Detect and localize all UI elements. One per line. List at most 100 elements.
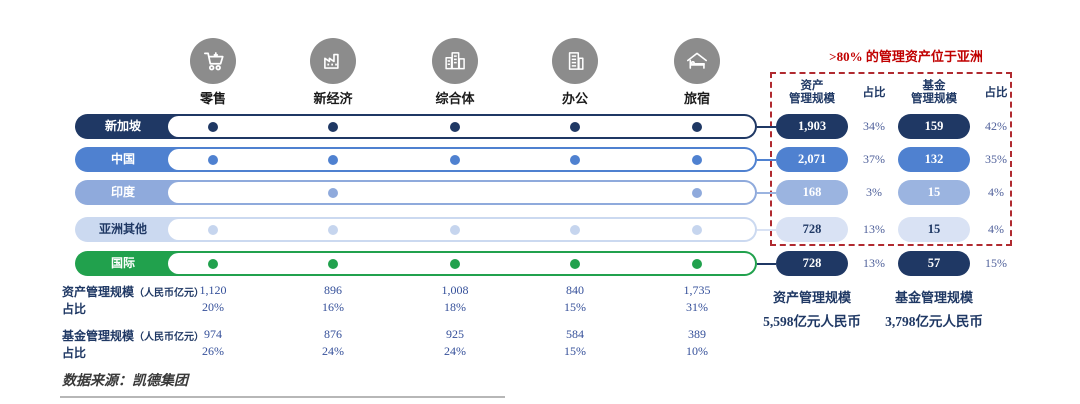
sector-dot	[208, 258, 218, 269]
sector-dot	[450, 258, 460, 269]
sector-dot	[570, 224, 580, 235]
connector-line	[757, 191, 776, 194]
column-new-economy: 新经济	[293, 38, 373, 107]
connector-line	[757, 228, 776, 231]
fund-share: 4%	[988, 185, 1004, 199]
fund-value: 584	[566, 327, 584, 341]
sector-dot	[692, 258, 702, 269]
sector-dot	[570, 258, 580, 269]
sector-dot	[328, 121, 338, 132]
row-track	[75, 147, 757, 172]
region-label: 中国	[110, 152, 135, 166]
sector-dot	[328, 154, 338, 165]
connector-line	[757, 158, 776, 161]
asia-share-note: >80% 的管理资产位于亚洲	[829, 49, 983, 64]
aum-value: 1,008	[441, 283, 469, 297]
fund-share-row-label: 占比	[62, 346, 87, 360]
column-label: 旅宿	[683, 91, 710, 106]
aum-pill: 168	[776, 180, 848, 205]
sector-dot	[570, 121, 580, 132]
column-office: 办公	[535, 38, 615, 107]
aum-share-value: 20%	[202, 300, 224, 314]
region-label: 国际	[110, 256, 135, 270]
fund-value: 876	[324, 327, 342, 341]
fund-value: 389	[688, 327, 706, 341]
aum-pill: 1,903	[776, 114, 848, 139]
row-other-asia: 亚洲其他 728 13% 15 4%	[75, 217, 1020, 242]
sector-dot	[692, 224, 702, 235]
fund-pill: 57	[898, 251, 970, 276]
sector-dot	[328, 187, 338, 198]
fund-pill: 132	[898, 147, 970, 172]
aum-share: 37%	[863, 152, 885, 166]
sector-dot	[208, 154, 218, 165]
aum-row-label: 资产管理规模（人民币亿元）	[62, 285, 205, 299]
aum-share: 3%	[866, 185, 882, 199]
sector-dot	[692, 121, 702, 132]
aum-share: 34%	[863, 119, 885, 133]
fund-share-value: 10%	[686, 344, 708, 358]
row-track	[75, 114, 757, 139]
fund-share: 35%	[985, 152, 1007, 166]
aum-share-row-label: 占比	[62, 302, 87, 316]
row-track	[75, 251, 757, 276]
column-integrated: 综合体	[415, 38, 495, 107]
aum-share-value: 15%	[564, 300, 586, 314]
row-track	[75, 180, 757, 205]
aum-pill: 728	[776, 217, 848, 242]
row-china: 中国 2,071 37% 132 35%	[75, 147, 1020, 172]
fund-share-value: 26%	[202, 344, 224, 358]
fund-pill: 15	[898, 180, 970, 205]
fund-pill: 15	[898, 217, 970, 242]
column-label: 零售	[199, 91, 226, 106]
fund-total-summary: 基金管理规模 3,798亿元人民币	[885, 290, 983, 329]
fund-row-label: 基金管理规模（人民币亿元）	[62, 329, 205, 343]
row-international: 国际 728 13% 57 15%	[75, 251, 1020, 276]
row-india: 印度 168 3% 15 4%	[75, 180, 1020, 205]
sector-dot	[692, 187, 702, 198]
fund-share-value: 24%	[322, 344, 344, 358]
aum-share: 13%	[863, 256, 885, 270]
fund-value: 974	[204, 327, 222, 341]
sector-dot	[450, 121, 460, 132]
bottom-divider	[60, 396, 505, 398]
fund-column-header: 基金 管理规模	[911, 80, 957, 105]
aum-share-value: 18%	[444, 300, 466, 314]
data-source: 数据来源：凯德集团	[62, 374, 188, 389]
aum-total-summary: 资产管理规模 5,598亿元人民币	[763, 290, 861, 329]
fund-pill: 159	[898, 114, 970, 139]
sector-dot	[692, 154, 702, 165]
aum-column-header: 资产 管理规模	[789, 80, 835, 105]
sector-dot	[450, 224, 460, 235]
aum-share-value: 31%	[686, 300, 708, 314]
sector-dot	[328, 224, 338, 235]
sector-dot	[208, 121, 218, 132]
factory-icon	[310, 38, 356, 84]
region-label: 印度	[110, 185, 135, 199]
shopping-cart-icon	[190, 38, 236, 84]
sector-dot	[570, 154, 580, 165]
fund-value: 925	[446, 327, 464, 341]
connector-line	[757, 125, 776, 128]
column-retail: 零售	[173, 38, 253, 107]
fund-share: 42%	[985, 119, 1007, 133]
sector-dot	[328, 258, 338, 269]
aum-value: 896	[324, 283, 342, 297]
connector-line	[757, 262, 776, 265]
aum-value: 1,120	[199, 283, 227, 297]
lodging-bed-icon	[674, 38, 720, 84]
fund-share-header: 占比	[984, 87, 1008, 99]
aum-pill: 728	[776, 251, 848, 276]
sector-dot	[450, 154, 460, 165]
column-label: 新经济	[313, 91, 353, 106]
aum-value: 840	[566, 283, 584, 297]
office-building-icon	[552, 38, 598, 84]
sector-dot	[208, 224, 218, 235]
aum-share-header: 占比	[862, 87, 886, 99]
region-label: 亚洲其他	[98, 222, 147, 236]
aum-share-value: 16%	[322, 300, 344, 314]
fund-share-value: 15%	[564, 344, 586, 358]
mixed-use-buildings-icon	[432, 38, 478, 84]
region-label: 新加坡	[104, 119, 141, 133]
